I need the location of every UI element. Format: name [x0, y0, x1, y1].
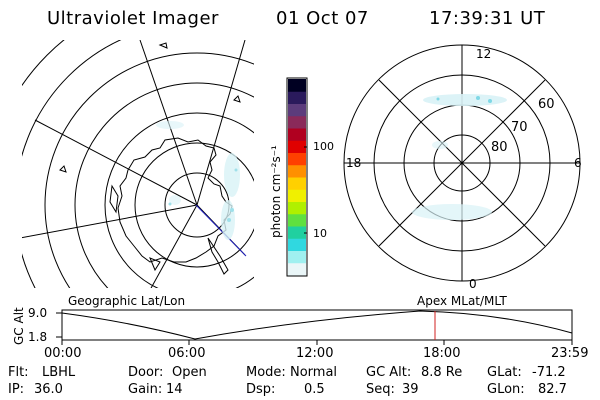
timeline-xtick-3: 18:00	[423, 346, 461, 361]
gain-value: 14	[166, 382, 183, 397]
colorbar-tick-100: 100	[313, 140, 334, 153]
colorbar-segment	[288, 226, 306, 239]
colorbar-segment	[288, 152, 306, 166]
colorbar-segment	[288, 213, 306, 227]
instrument-title: Ultraviolet Imager	[47, 8, 219, 29]
timeline-xtick-2: 12:00	[296, 346, 334, 361]
gain-key: Gain:	[128, 382, 163, 397]
dsp-value: 0.5	[304, 382, 325, 397]
colorbar-segment	[288, 177, 306, 190]
lat-label-60: 60	[538, 97, 555, 112]
mlt-label-bottom: 0	[469, 277, 477, 291]
mlt-label-left: 18	[346, 156, 362, 170]
seq-key: Seq:	[366, 382, 395, 397]
mode-key: Mode:	[246, 365, 286, 380]
glat-key: GLat:	[487, 365, 522, 380]
colorbar-segment	[288, 128, 306, 141]
glon-key: GLon:	[487, 382, 525, 397]
ip-key: IP:	[8, 382, 25, 397]
date-label: 01 Oct 07	[276, 8, 369, 29]
altitude-curve	[61, 310, 573, 340]
door-key: Door:	[128, 365, 164, 380]
colorbar-segment	[288, 91, 306, 104]
glat-value: -71.2	[532, 365, 566, 380]
colorbar-segment	[288, 79, 306, 92]
seq-value: 39	[402, 382, 419, 397]
colorbar-segment	[288, 238, 306, 251]
timeline-xtick-1: 06:00	[168, 346, 206, 361]
timeline-ytick-max: 9.0	[28, 306, 48, 320]
colorbar-segment	[288, 250, 306, 264]
glon-value: 82.7	[538, 382, 567, 397]
colorbar-segment	[288, 103, 306, 117]
gcalt-key: GC Alt:	[366, 365, 412, 380]
timeline-xtick-0: 00:00	[44, 346, 82, 361]
door-value: Open	[172, 365, 207, 380]
timeline-right-label: Apex MLat/MLT	[417, 294, 507, 308]
mlt-label-right: 6	[574, 156, 582, 170]
colorbar-segment	[288, 164, 306, 178]
lat-label-80: 80	[491, 140, 508, 155]
colorbar-segment	[288, 140, 306, 153]
mlt-label-top: 12	[476, 47, 492, 61]
mode-value: Normal	[290, 365, 338, 380]
colorbar-segment	[288, 115, 306, 129]
colorbar-segment	[288, 201, 306, 215]
ip-value: 36.0	[34, 382, 63, 397]
lat-label-70: 70	[511, 120, 528, 135]
gcalt-value: 8.8 Re	[421, 365, 463, 380]
colorbar-tick-10: 10	[313, 227, 327, 240]
colorbar-segment	[288, 262, 306, 276]
dsp-key: Dsp:	[246, 382, 276, 397]
timeline-ytick-min: 1.8	[28, 330, 48, 344]
colorbar-segment	[288, 189, 306, 202]
flt-value: LBHL	[42, 365, 76, 380]
flt-key: Flt:	[8, 365, 29, 380]
time-label: 17:39:31 UT	[429, 8, 546, 29]
timeline-xtick-4: 23:59	[551, 346, 589, 361]
timeline-left-label: Geographic Lat/Lon	[68, 294, 186, 308]
